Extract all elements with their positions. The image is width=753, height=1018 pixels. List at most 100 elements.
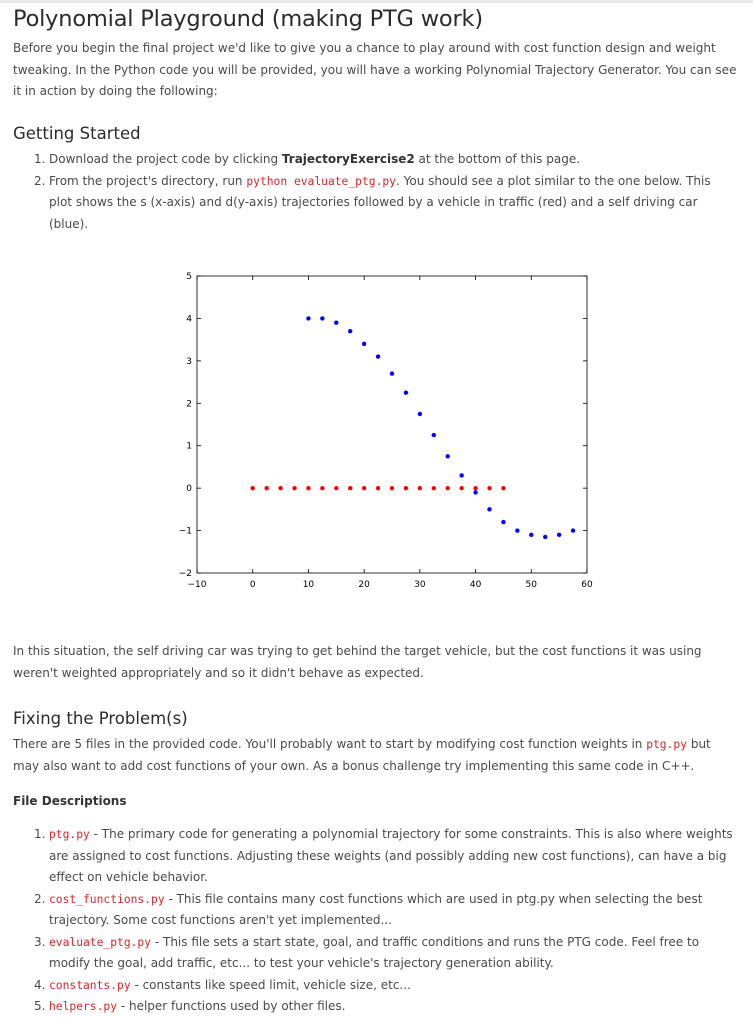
list-number: 5. (34, 999, 46, 1013)
traffic-vehicle-point (264, 485, 269, 491)
getting-started-heading: Getting Started (13, 124, 141, 143)
fixing-paragraph: There are 5 files in the provided code. … (13, 734, 738, 777)
traffic-vehicle-point (389, 485, 395, 491)
x-tick-label: 30 (414, 580, 426, 590)
file-description: - helper functions used by other files. (117, 999, 346, 1013)
list-item: 5. helpers.py - helper functions used by… (13, 996, 733, 1018)
self-driving-car-point (473, 490, 478, 495)
self-driving-car-point (348, 328, 353, 334)
list-item: 2. cost_functions.py - This file contain… (13, 889, 733, 932)
traffic-vehicle-point (459, 485, 464, 491)
getting-started-list: 1. Download the project code by clicking… (13, 149, 733, 235)
file-descriptions-heading: File Descriptions (13, 794, 127, 808)
list-item: 1. Download the project code by clicking… (13, 149, 733, 171)
traffic-vehicle-point (487, 485, 492, 491)
list-number: 3. (34, 934, 46, 949)
step-text: From the project's directory, run (49, 173, 247, 188)
y-tick-label: −2 (179, 569, 192, 579)
self-driving-car-point (556, 532, 562, 538)
file-name: constants.py (49, 978, 131, 992)
page-title: Polynomial Playground (making PTG work) (13, 6, 483, 32)
traffic-vehicle-point (417, 485, 423, 491)
inline-code: python evaluate_ptg.py (246, 174, 396, 188)
y-tick-label: −1 (179, 527, 192, 537)
traffic-vehicle-point (501, 485, 506, 491)
step-text: . You should see a plot similar to the o… (49, 173, 711, 231)
self-driving-car-point (570, 528, 576, 533)
x-tick-label: 60 (581, 580, 593, 590)
fixing-text: There are 5 files in the provided code. … (13, 737, 647, 751)
list-number: 1. (34, 152, 46, 166)
list-number: 1. (34, 827, 46, 841)
self-driving-car-point (361, 341, 367, 347)
self-driving-car-point (543, 534, 548, 540)
self-driving-car-point (417, 411, 423, 417)
traffic-vehicle-point (334, 485, 339, 491)
x-tick-label: 50 (526, 580, 538, 590)
traffic-vehicle-point (445, 485, 450, 491)
y-tick-label: 2 (186, 399, 192, 409)
self-driving-car-point (375, 354, 381, 359)
fixing-heading: Fixing the Problem(s) (13, 709, 188, 728)
traffic-vehicle-point (403, 485, 409, 491)
traffic-vehicle-point (361, 485, 367, 491)
file-name: helpers.py (49, 1000, 118, 1013)
self-driving-car-point (459, 473, 464, 478)
file-description: - This file sets a start state, goal, an… (49, 934, 700, 971)
list-item: 1. ptg.py - The primary code for generat… (13, 824, 733, 889)
x-tick-label: 10 (303, 580, 315, 590)
x-tick-label: 0 (250, 580, 256, 590)
traffic-vehicle-point (278, 485, 283, 491)
file-descriptions-list: 1. ptg.py - The primary code for generat… (13, 824, 733, 1018)
list-number: 4. (34, 977, 46, 992)
traffic-vehicle-point (320, 485, 325, 491)
x-tick-label: 20 (358, 580, 370, 590)
self-driving-car-point (389, 371, 395, 376)
file-name: evaluate_ptg.py (49, 935, 152, 949)
top-border (0, 0, 753, 3)
self-driving-car-point (515, 528, 520, 533)
list-number: 2. (34, 891, 46, 906)
step-text: at the bottom of this page. (414, 152, 581, 166)
self-driving-car-point (487, 507, 492, 512)
project-code-link[interactable]: TrajectoryExercise2 (281, 152, 415, 166)
plot-frame (196, 275, 588, 574)
traffic-vehicle-point (306, 485, 311, 491)
self-driving-car-point (445, 454, 450, 459)
situation-paragraph: In this situation, the self driving car … (13, 644, 702, 680)
file-description: - This file contains many cost functions… (49, 891, 703, 928)
file-description: - constants like speed limit, vehicle si… (130, 977, 411, 992)
traffic-vehicle-point (375, 485, 381, 491)
y-tick-label: 5 (186, 272, 192, 282)
self-driving-car-point (334, 320, 339, 325)
self-driving-car-point (529, 532, 534, 538)
y-tick-label: 3 (186, 357, 192, 367)
step-text: Download the project code by clicking (49, 152, 282, 166)
traffic-vehicle-point (473, 485, 478, 491)
x-tick-label: −10 (188, 580, 207, 590)
file-name: ptg.py (49, 828, 90, 841)
file-description: - The primary code for generating a poly… (49, 827, 733, 884)
y-tick-label: 0 (186, 484, 192, 494)
self-driving-car-point (431, 432, 436, 438)
y-tick-label: 1 (186, 442, 192, 452)
self-driving-car-point (501, 519, 506, 525)
list-item: 4. constants.py - constants like speed l… (13, 975, 733, 997)
self-driving-car-point (403, 390, 409, 395)
traffic-vehicle-point (431, 485, 436, 491)
inline-code: ptg.py (646, 738, 688, 751)
traffic-vehicle-point (250, 485, 255, 491)
traffic-vehicle-point (348, 485, 353, 491)
self-driving-car-point (306, 316, 311, 321)
x-tick-label: 40 (470, 580, 482, 590)
intro-paragraph: Before you begin the final project we'd … (13, 41, 737, 98)
list-item: 3. evaluate_ptg.py - This file sets a st… (13, 932, 733, 975)
y-tick-label: 4 (186, 314, 192, 324)
file-name: cost_functions.py (49, 892, 165, 906)
traffic-vehicle-point (292, 485, 297, 491)
list-number: 2. (34, 173, 46, 188)
fixing-text: but may also want to add cost functions … (13, 737, 711, 773)
list-item: 2. From the project's directory, run pyt… (13, 171, 733, 236)
self-driving-car-point (320, 316, 325, 321)
